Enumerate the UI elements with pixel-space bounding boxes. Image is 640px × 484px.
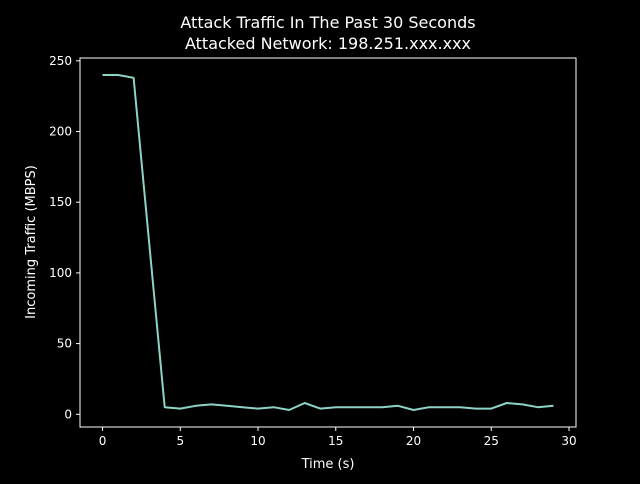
traffic-line <box>102 74 554 411</box>
x-tick-label: 0 <box>99 434 107 448</box>
x-tick-label: 5 <box>176 434 184 448</box>
x-axis: 0 5 10 15 20 25 30 <box>99 427 577 448</box>
y-axis: 0 50 100 150 200 250 <box>49 54 80 421</box>
y-tick-label: 250 <box>49 54 72 68</box>
x-tick-label: 10 <box>250 434 265 448</box>
x-tick-label: 15 <box>328 434 343 448</box>
chart-subtitle: Attacked Network: 198.251.xxx.xxx <box>185 34 471 53</box>
y-tick-label: 50 <box>57 337 72 351</box>
x-tick-label: 30 <box>561 434 576 448</box>
y-tick-label: 0 <box>64 407 72 421</box>
x-axis-label: Time (s) <box>301 457 355 472</box>
y-tick-label: 150 <box>49 195 72 209</box>
x-tick-label: 20 <box>406 434 421 448</box>
plot-area <box>79 57 577 428</box>
y-tick-label: 200 <box>49 125 72 139</box>
x-tick-label: 25 <box>484 434 499 448</box>
chart-title: Attack Traffic In The Past 30 Seconds <box>180 13 475 32</box>
y-axis-label: Incoming Traffic (MBPS) <box>24 165 39 319</box>
y-tick-label: 100 <box>49 266 72 280</box>
